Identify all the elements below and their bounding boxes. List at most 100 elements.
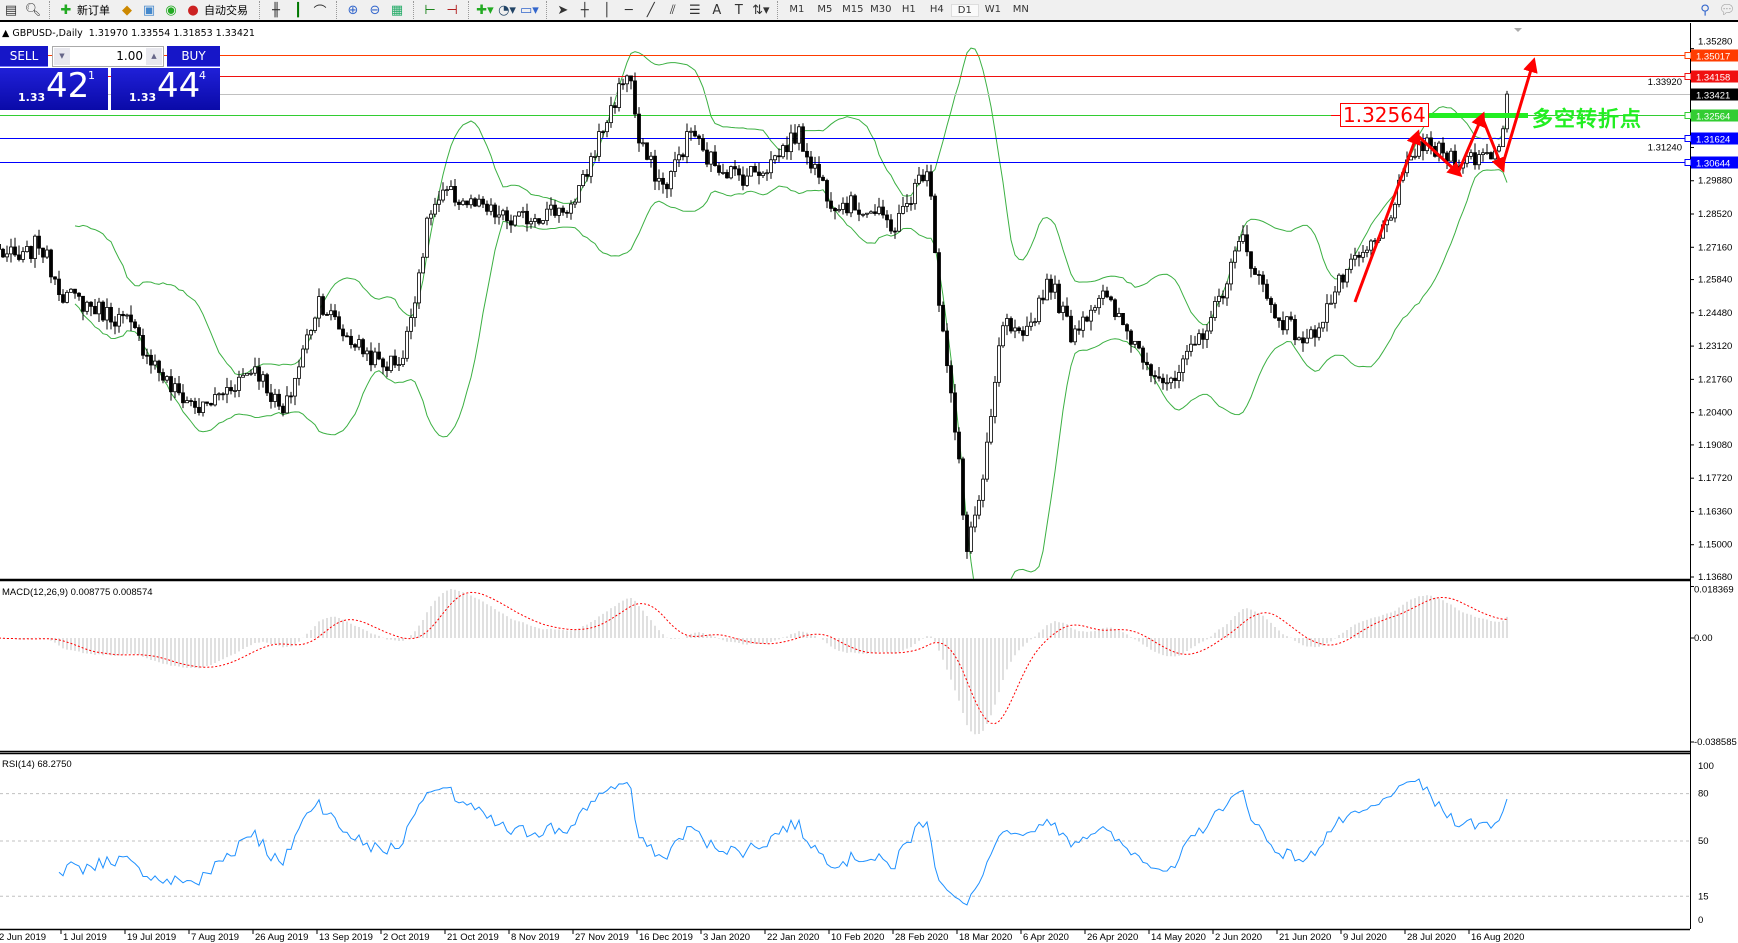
periods-icon[interactable]: ◔▾ (498, 2, 516, 18)
candle-body (1317, 327, 1321, 338)
candle-body (141, 335, 145, 356)
candle-body (1061, 305, 1065, 313)
new-order-icon[interactable]: ✚ (60, 2, 72, 18)
candle-body (709, 151, 713, 165)
candle-body (757, 171, 761, 176)
text-label-icon[interactable]: T (734, 2, 743, 18)
candle-body (733, 166, 737, 170)
chart-shift-icon[interactable]: ⊢ (424, 2, 436, 18)
tile-windows-icon[interactable]: ▦ (390, 2, 404, 18)
auto-trading-icon[interactable]: ● (187, 2, 199, 18)
timeframe-w1[interactable]: W1 (984, 3, 1001, 15)
horizontal-line-icon[interactable]: ─ (624, 2, 633, 18)
buy-price[interactable]: 1.33 44 4 (111, 66, 220, 110)
candle (837, 204, 841, 213)
vertical-line-icon[interactable]: │ (602, 2, 611, 18)
candle (485, 200, 489, 216)
navigator-icon[interactable]: 🔍︎ (24, 2, 42, 18)
new-order-button[interactable]: 新订单 (77, 4, 110, 17)
signals-icon[interactable]: ◉ (165, 2, 177, 18)
timeframe-m5[interactable]: M5 (817, 3, 833, 15)
timeframe-m15[interactable]: M15 (842, 3, 864, 15)
rsi-label: RSI(14) 68.2750 (2, 759, 72, 770)
candle-body (617, 83, 621, 108)
templates-icon[interactable]: ▭▾ (520, 2, 539, 18)
candle (293, 377, 297, 406)
crosshair-icon[interactable]: ┼ (580, 2, 589, 18)
lot-size-value[interactable]: 1.00 (116, 49, 143, 63)
metaeditor-icon[interactable]: ◆ (122, 2, 132, 18)
candle (1193, 335, 1197, 346)
candle (389, 355, 393, 373)
candle (1, 247, 5, 258)
timeframe-mn[interactable]: MN (1012, 3, 1029, 15)
cursor-icon[interactable]: ➤ (557, 2, 569, 18)
candle-body (641, 142, 645, 145)
rsi-axis-label: 80 (1698, 789, 1709, 800)
candle (201, 401, 205, 417)
pivot-point-text[interactable]: 多空转折点 (1532, 107, 1642, 131)
zoom-out-icon[interactable]: ⊖ (369, 2, 381, 18)
candle (185, 396, 189, 404)
candle (93, 298, 97, 315)
text-icon[interactable]: A (712, 2, 722, 18)
candle (1357, 251, 1361, 267)
lot-size-input[interactable]: ▼ 1.00 ▲ (52, 46, 164, 67)
candle (1033, 317, 1037, 327)
new-chart-icon[interactable]: ▤ (4, 2, 18, 18)
candle-body (993, 381, 997, 417)
timeframe-m1[interactable]: M1 (789, 3, 805, 15)
candle-body (365, 350, 369, 355)
bar-chart-icon[interactable]: ╫ (272, 2, 280, 18)
arrows-icon[interactable]: ⇅▾ (752, 2, 770, 18)
chat-icon[interactable]: 💬︎ (1718, 2, 1736, 18)
timeframe-h1[interactable]: H1 (901, 3, 916, 15)
pivot-level-label[interactable]: 1.32564 (1340, 103, 1429, 127)
timeframe-m30[interactable]: M30 (870, 3, 892, 15)
timeframe-h4[interactable]: H4 (929, 3, 944, 15)
candlestick-icon[interactable]: ┃ (294, 2, 302, 18)
candle-body (637, 113, 641, 144)
fibonacci-icon[interactable]: ☰ (688, 2, 701, 18)
trendline-icon[interactable]: ╱ (646, 2, 655, 18)
sell-button[interactable]: SELL (0, 46, 48, 67)
candle-body (449, 186, 453, 191)
indicators-icon[interactable]: ✚▾ (476, 2, 494, 18)
candle (1041, 289, 1045, 305)
candle-body (101, 301, 105, 321)
rsi-axis-label: 0 (1698, 915, 1703, 926)
candle (973, 506, 977, 533)
equidistant-channel-icon[interactable]: ⫽ (669, 2, 676, 18)
candle-body (13, 246, 17, 256)
candle (709, 150, 713, 173)
auto-scroll-icon[interactable]: ⊣ (446, 2, 458, 18)
buy-button[interactable]: BUY (167, 46, 220, 67)
candle (409, 308, 413, 340)
lot-increase-button[interactable]: ▲ (146, 48, 162, 65)
candle-body (981, 478, 985, 501)
candle (737, 165, 741, 181)
candle-body (1009, 318, 1013, 332)
candle (645, 142, 649, 161)
zoom-in-icon[interactable]: ⊕ (347, 2, 359, 18)
candle-body (1021, 330, 1025, 336)
candle (277, 389, 281, 410)
candle (729, 165, 733, 180)
terminal-icon[interactable]: ▣ (142, 2, 156, 18)
lot-decrease-button[interactable]: ▼ (54, 48, 70, 65)
timeframe-d1[interactable]: D1 (950, 3, 979, 17)
search-icon[interactable]: ⚲ (1700, 2, 1710, 18)
candle (229, 380, 233, 395)
candle-body (1165, 382, 1169, 385)
candle-body (1045, 278, 1049, 301)
candle (1205, 324, 1209, 348)
auto-trading-button[interactable]: 自动交易 (204, 4, 248, 17)
line-chart-icon[interactable]: ⌒ (313, 4, 327, 20)
sell-price[interactable]: 1.33 42 1 (0, 66, 108, 110)
candle-body (1181, 358, 1185, 373)
candle-body (725, 172, 729, 179)
macd-label: MACD(12,26,9) 0.008775 0.008574 (2, 587, 153, 598)
candle-body (1361, 251, 1365, 258)
candle-body (105, 307, 109, 321)
